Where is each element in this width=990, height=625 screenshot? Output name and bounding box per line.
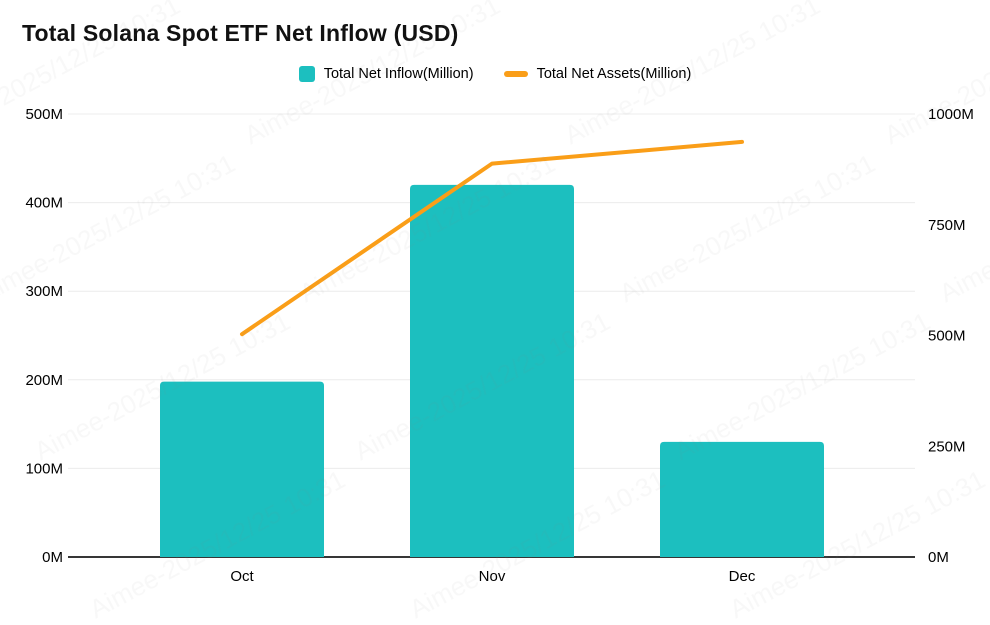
x-axis-label-oct: Oct: [230, 568, 254, 585]
net-assets-dash-icon: [503, 71, 528, 77]
left-axis-tick-label: 100M: [25, 460, 63, 477]
right-axis-tick-label: 1000M: [928, 106, 974, 123]
legend-item-net-inflow[interactable]: Total Net Inflow(Million): [298, 66, 474, 82]
left-axis-tick-label: 500M: [25, 106, 63, 123]
legend: Total Net Inflow(Million) Total Net Asse…: [0, 62, 990, 86]
legend-label-net-assets: Total Net Assets(Million): [536, 66, 692, 82]
chart-title: Total Solana Spot ETF Net Inflow (USD): [22, 20, 459, 46]
left-axis-tick-label: 200M: [25, 372, 63, 389]
x-axis-label-nov: Nov: [479, 568, 506, 585]
combo-chart: 0M 100M 200M 300M 400M 500M 0M 250M 500M 750M 1000…: [25, 106, 974, 585]
legend-label-net-inflow: Total Net Inflow(Million): [323, 66, 474, 82]
left-axis-tick-label: 0M: [42, 549, 63, 566]
x-axis-label-dec: Dec: [729, 568, 756, 585]
bar-nov[interactable]: [410, 184, 574, 557]
legend-item-net-assets[interactable]: Total Net Assets(Million): [503, 66, 692, 82]
right-axis-tick-label: 500M: [928, 328, 966, 345]
left-axis-tick-label: 400M: [25, 195, 63, 212]
right-axis-tick-label: 0M: [928, 549, 949, 566]
net-assets-line: [240, 139, 744, 337]
bar-dec[interactable]: [660, 441, 824, 557]
bar-oct[interactable]: [160, 381, 324, 557]
net-inflow-swatch-icon: [298, 66, 315, 82]
left-axis-tick-label: 300M: [25, 283, 63, 300]
chart-page: Total Solana Spot ETF Net Inflow (USD) T…: [0, 20, 990, 585]
right-axis-tick-label: 750M: [928, 217, 966, 234]
right-axis-tick-label: 250M: [928, 438, 966, 455]
